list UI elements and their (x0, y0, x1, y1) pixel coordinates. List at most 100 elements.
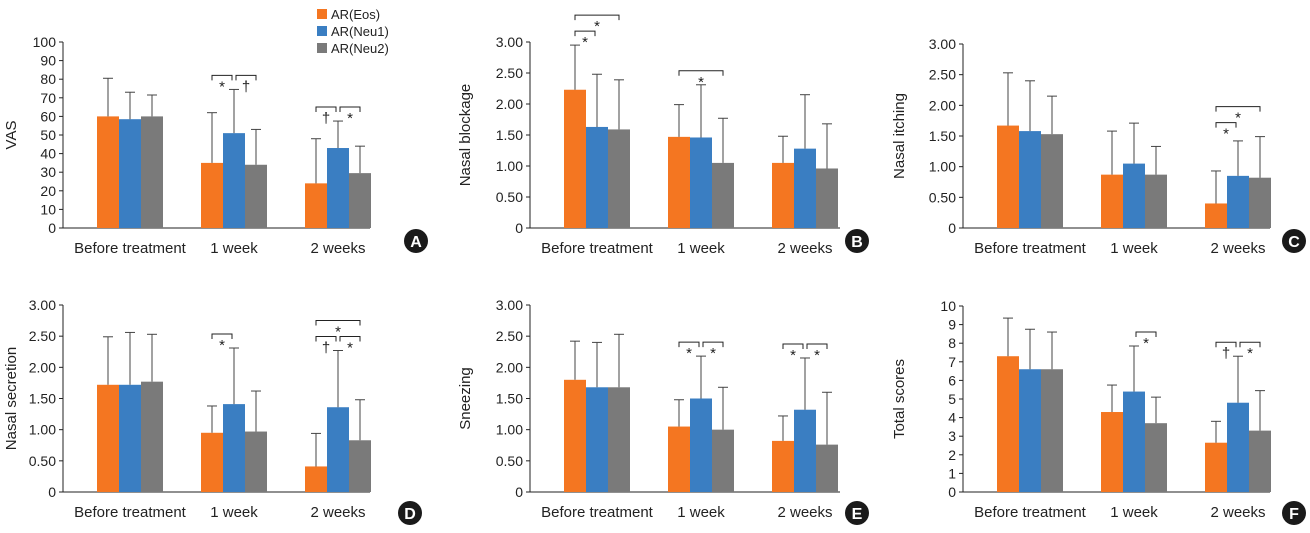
bar-ar-neu2 (1249, 430, 1271, 492)
bar-ar-neu2 (141, 116, 163, 228)
bar-ar-neu2 (608, 387, 630, 492)
significance-mark: * (1143, 335, 1149, 352)
x-tick-label: 1 week (677, 504, 725, 521)
bar-ar-neu1 (1123, 391, 1145, 492)
x-tick-label: Before treatment (541, 240, 654, 257)
y-tick-label: 10 (40, 201, 56, 217)
significance-bracket (211, 333, 233, 340)
bar-ar-eos (772, 440, 794, 492)
y-tick-label: 4 (948, 410, 956, 426)
bar-ar-neu2 (816, 444, 838, 492)
bar-ar-neu1 (223, 133, 245, 228)
bar-ar-eos (1101, 412, 1123, 492)
y-tick-label: 1.00 (496, 158, 523, 174)
y-tick-label: 90 (40, 53, 56, 69)
bar-ar-neu2 (608, 129, 630, 228)
y-tick-label: 1.50 (496, 127, 523, 143)
bar-ar-neu1 (586, 126, 608, 228)
significance-mark: † (1222, 345, 1230, 362)
bar-ar-eos (201, 432, 223, 492)
panel-badge (404, 229, 428, 253)
panel-letter: C (1288, 234, 1300, 251)
bar-ar-eos (305, 466, 327, 492)
panel-c: 0 0.50 1.00 1.50 2.00 2.50 3.00 Nasal itching Be… (891, 36, 1306, 257)
y-axis-label: Nasal blockage (457, 84, 474, 187)
significance-mark: * (1235, 110, 1241, 127)
significance-mark: * (710, 345, 716, 362)
significance-mark: * (686, 345, 692, 362)
y-tick-label: 2.50 (496, 65, 523, 81)
bar-ar-neu1 (1227, 402, 1249, 492)
significance-bracket (339, 336, 361, 342)
legend-swatch (317, 26, 327, 36)
bar-ar-neu1 (690, 137, 712, 228)
panel-badge (845, 229, 869, 253)
significance-mark: * (347, 340, 353, 357)
bar-ar-eos (97, 116, 119, 228)
bar-ar-neu2 (1145, 423, 1167, 492)
y-tick-label: 3 (948, 428, 956, 444)
y-tick-label: 3.00 (929, 36, 956, 52)
significance-bracket (315, 336, 337, 342)
bar-ar-neu1 (327, 148, 349, 228)
significance-mark: * (335, 324, 341, 341)
significance-mark: * (594, 18, 600, 35)
y-tick-label: 100 (33, 34, 57, 50)
bar-ar-neu2 (245, 431, 267, 492)
y-tick-label: 0 (948, 220, 956, 236)
bar-ar-eos (564, 89, 586, 229)
significance-bracket (211, 74, 233, 81)
x-tick-label: 1 week (1110, 504, 1158, 521)
bar-ar-eos (305, 183, 327, 228)
bar-ar-neu1 (1019, 369, 1041, 492)
bar-ar-eos (772, 162, 794, 228)
significance-bracket (806, 343, 828, 349)
significance-mark: * (1223, 126, 1229, 143)
legend-swatch (317, 9, 327, 19)
y-tick-label: 2.50 (929, 67, 956, 83)
panel-letter: E (852, 506, 863, 523)
y-tick-label: 0 (48, 220, 56, 236)
x-tick-label: 2 weeks (310, 504, 365, 521)
significance-bracket (702, 341, 724, 348)
bar-ar-neu2 (712, 429, 734, 492)
significance-mark: * (1247, 345, 1253, 362)
bar-ar-neu1 (119, 384, 141, 492)
y-tick-label: 0 (948, 484, 956, 500)
panel-b: 0 0.50 1.00 1.50 2.00 2.50 3.00 Nasal blockage B… (457, 14, 869, 257)
y-tick-label: 10 (940, 298, 956, 314)
y-tick-label: 0 (515, 220, 523, 236)
bar-ar-neu1 (586, 387, 608, 492)
y-tick-label: 2.00 (929, 97, 956, 113)
x-tick-label: 1 week (210, 240, 258, 257)
panel-a: 0 10 20 30 40 50 60 70 80 90 100 VAS Before treatmen… (3, 34, 428, 257)
x-tick-label: Before treatment (74, 504, 187, 521)
y-tick-label: 0 (515, 484, 523, 500)
bar-ar-neu2 (349, 173, 371, 228)
panel-badge (845, 501, 869, 525)
x-tick-label: Before treatment (541, 504, 654, 521)
panel-badge (1282, 501, 1306, 525)
y-tick-label: 0.50 (496, 189, 523, 205)
y-tick-label: 60 (40, 108, 56, 124)
y-tick-label: 70 (40, 90, 56, 106)
y-tick-label: 1.00 (929, 159, 956, 175)
bar-ar-eos (997, 125, 1019, 228)
x-tick-label: 2 weeks (310, 240, 365, 257)
y-tick-label: 1.50 (29, 391, 56, 407)
bar-ar-neu2 (1249, 177, 1271, 228)
significance-bracket (339, 106, 361, 113)
x-tick-label: 2 weeks (1210, 240, 1265, 257)
x-tick-label: Before treatment (974, 504, 1087, 521)
y-tick-label: 20 (40, 183, 56, 199)
y-axis-label: Nasal itching (891, 93, 908, 179)
significance-bracket (1215, 122, 1237, 128)
y-tick-label: 1.00 (29, 422, 56, 438)
x-tick-label: 2 weeks (777, 240, 832, 257)
y-tick-label: 30 (40, 164, 56, 180)
bar-ar-eos (1101, 174, 1123, 228)
bar-ar-eos (997, 356, 1019, 492)
y-axis-label: VAS (3, 121, 20, 150)
bar-ar-neu2 (1041, 134, 1063, 228)
y-tick-label: 9 (948, 317, 956, 333)
